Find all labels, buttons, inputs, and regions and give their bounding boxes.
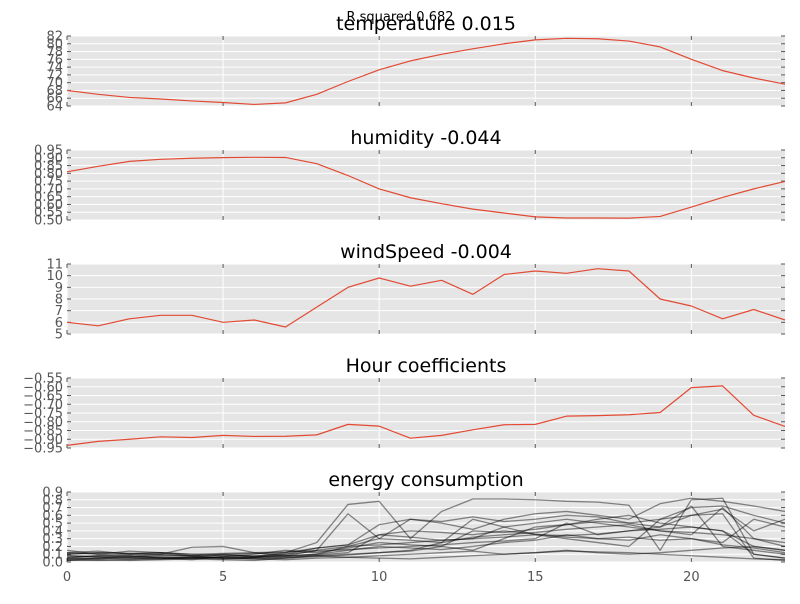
y-tick-label: −0.55 bbox=[23, 372, 63, 387]
y-tick-label: 66 bbox=[46, 92, 63, 107]
series-line-1 bbox=[66, 385, 786, 446]
subplot-title: temperature 0.015 bbox=[336, 13, 516, 35]
y-tick-label: 11 bbox=[46, 258, 63, 273]
subplot-title: humidity -0.044 bbox=[350, 127, 501, 149]
y-tick-label: 0.65 bbox=[34, 190, 63, 205]
y-tick-label: 5 bbox=[55, 328, 63, 343]
y-tick-label: 0.5 bbox=[42, 517, 63, 532]
series-line-1 bbox=[66, 156, 786, 219]
y-tick-label: 0.6 bbox=[42, 509, 63, 524]
y-tick-label: 64 bbox=[46, 100, 63, 115]
subplot-5: 0 5 10 15 20 0.00.10.20.30.40.50.60.70.80.9 en… bbox=[42, 469, 786, 585]
y-tick-label: 0.7 bbox=[42, 501, 63, 516]
y-tick-label: 0.70 bbox=[34, 182, 63, 197]
y-tick-label: 6 bbox=[55, 316, 63, 331]
subplot-4: −0.95−0.90−0.85−0.80−0.75−0.70−0.65−0.60… bbox=[23, 355, 786, 457]
series-line-12 bbox=[66, 505, 786, 560]
y-tick-label: 0.60 bbox=[34, 198, 63, 213]
y-tick-label: 0.55 bbox=[34, 206, 63, 221]
y-tick-label: −0.85 bbox=[23, 424, 63, 439]
y-tick-label: 8 bbox=[55, 293, 63, 308]
subplot-title: Hour coefficients bbox=[346, 355, 507, 377]
series-line-11 bbox=[66, 545, 786, 562]
y-tick-label: −0.80 bbox=[23, 415, 63, 430]
figure-title: R squared 0.682 bbox=[346, 10, 454, 25]
y-tick-label: 80 bbox=[46, 37, 63, 52]
y-tick-label: −0.90 bbox=[23, 433, 63, 448]
y-tick-label: 0.9 bbox=[42, 486, 63, 501]
y-tick-label: −0.95 bbox=[23, 442, 63, 457]
y-tick-label: 0.50 bbox=[34, 214, 63, 229]
series-line-1 bbox=[66, 497, 786, 559]
series-line-13 bbox=[66, 534, 786, 560]
y-tick-label: −0.65 bbox=[23, 389, 63, 404]
subplot-title: energy consumption bbox=[328, 469, 523, 491]
y-tick-label: 0.3 bbox=[42, 532, 63, 547]
plot-area bbox=[67, 36, 785, 106]
y-tick-label: −0.75 bbox=[23, 407, 63, 422]
y-tick-label: 9 bbox=[55, 281, 63, 296]
y-tick-label: 0.90 bbox=[34, 151, 63, 166]
y-tick-label: 72 bbox=[46, 68, 63, 83]
y-tick-label: 10 bbox=[46, 269, 63, 284]
y-tick-label: 0.0 bbox=[42, 556, 63, 571]
y-tick-label: 76 bbox=[46, 53, 63, 68]
y-tick-label: 0.75 bbox=[34, 175, 63, 190]
series-line-5 bbox=[66, 506, 786, 558]
y-tick-label: 0.80 bbox=[34, 167, 63, 182]
y-tick-label: 70 bbox=[46, 76, 63, 91]
series-line-2 bbox=[66, 497, 786, 559]
y-tick-label: 74 bbox=[46, 61, 63, 76]
series-line-10 bbox=[66, 518, 786, 558]
y-tick-label: 7 bbox=[55, 304, 63, 319]
series-line-6 bbox=[66, 505, 786, 560]
y-tick-label: 0.4 bbox=[42, 524, 63, 539]
series-line-4 bbox=[66, 513, 786, 562]
subplot-title: windSpeed -0.004 bbox=[340, 241, 512, 263]
y-tick-label: 82 bbox=[46, 30, 63, 45]
x-tick-label: 20 bbox=[683, 570, 700, 585]
series-line-8 bbox=[66, 550, 786, 562]
y-tick-label: −0.70 bbox=[23, 398, 63, 413]
y-tick-label: 0.2 bbox=[42, 540, 63, 555]
y-tick-label: −0.60 bbox=[23, 380, 63, 395]
x-tick-label: 5 bbox=[219, 570, 227, 585]
y-tick-label: 0.1 bbox=[42, 548, 63, 563]
y-tick-label: 0.8 bbox=[42, 493, 63, 508]
x-tick-label: 15 bbox=[527, 570, 544, 585]
plot-area bbox=[67, 150, 785, 220]
x-tick-label: 10 bbox=[371, 570, 388, 585]
subplot-2: 0.500.550.600.650.700.750.800.850.900.95… bbox=[34, 127, 786, 229]
y-tick-label: 78 bbox=[46, 45, 63, 60]
y-tick-label: 68 bbox=[46, 84, 63, 99]
x-tick-label: 0 bbox=[63, 570, 71, 585]
series-line-9 bbox=[66, 526, 786, 555]
plot-area bbox=[67, 492, 785, 562]
y-tick-label: 0.85 bbox=[34, 159, 63, 174]
series-line-14 bbox=[66, 514, 786, 560]
series-line-3 bbox=[66, 508, 786, 559]
series-line-7 bbox=[66, 518, 786, 560]
y-tick-label: 0.95 bbox=[34, 144, 63, 159]
series-line-1 bbox=[66, 37, 786, 106]
series-line-1 bbox=[66, 268, 786, 328]
